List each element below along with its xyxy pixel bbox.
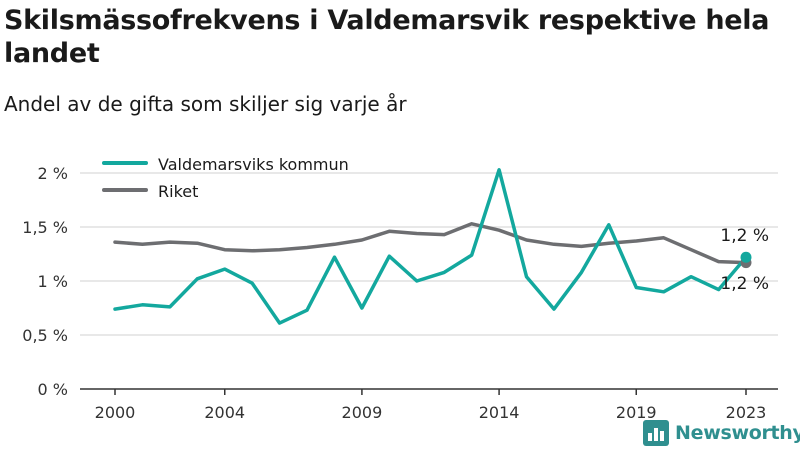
y-tick-label: 0,5 % — [22, 326, 68, 345]
end-label-valdemarsvik: 1,2 % — [720, 226, 769, 246]
end-point-valdemarsvik — [740, 251, 752, 263]
end-label-riket: 1,2 % — [720, 274, 769, 294]
chart-subtitle: Andel av de gifta som skiljer sig varje … — [4, 92, 407, 116]
legend-label-riket: Riket — [158, 182, 198, 201]
legend: Valdemarsviks kommun Riket — [102, 155, 349, 201]
x-tick-label: 2009 — [342, 403, 383, 422]
y-tick-label: 2 % — [38, 164, 68, 183]
series-line-riket — [113, 222, 748, 265]
x-tick-label: 2019 — [616, 403, 657, 422]
chart-title: Skilsmässofrekvens i Valdemarsvik respek… — [4, 5, 770, 69]
y-tick-label: 0 % — [38, 380, 68, 399]
y-tick-label: 1,5 % — [22, 218, 68, 237]
newsworthy-logo: Newsworthy — [643, 418, 800, 448]
x-tick-label: 2014 — [479, 403, 520, 422]
series-line-valdemarsvik — [113, 168, 748, 325]
y-tick-label: 1 % — [38, 272, 68, 291]
brand-name: Newsworthy — [675, 422, 800, 444]
bar-chart-logo-icon — [643, 420, 669, 446]
legend-label-valdemarsvik: Valdemarsviks kommun — [158, 155, 349, 174]
x-tick-label: 2000 — [95, 403, 136, 422]
x-tick-label: 2004 — [204, 403, 245, 422]
x-tick-label: 2023 — [726, 403, 767, 422]
